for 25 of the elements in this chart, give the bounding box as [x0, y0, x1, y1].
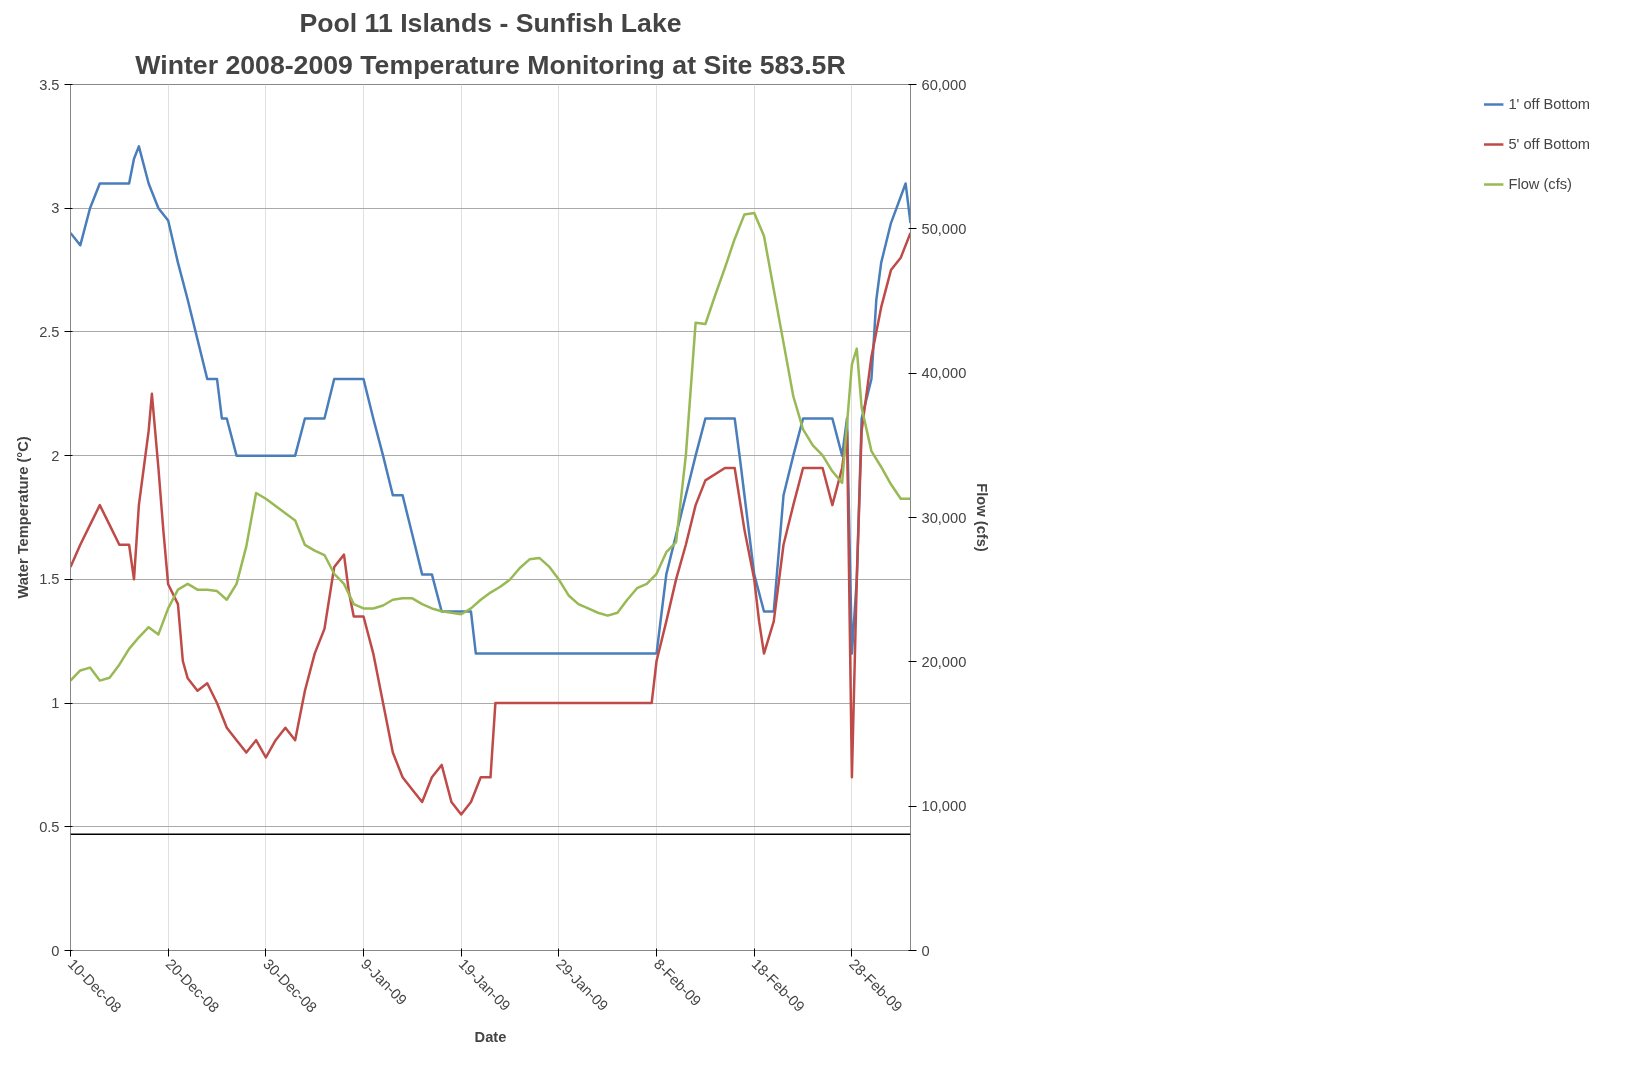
y-tick-label: 3.5 [39, 76, 60, 93]
y2-tick-label: 20,000 [921, 653, 967, 670]
y-tick-label: 1 [51, 695, 60, 712]
line-series [70, 231, 911, 816]
x-axis-title: Date [474, 1029, 507, 1046]
y-axis-title: Water Temperature (°C) [15, 436, 32, 599]
y-tick-label: 0 [51, 942, 60, 959]
legend-label: Flow (cfs) [1508, 176, 1572, 192]
line-series [70, 211, 911, 682]
y-tick-label: 2.5 [39, 323, 60, 340]
y2-tick-label: 0 [921, 942, 930, 959]
y2-tick-label: 60,000 [921, 76, 967, 93]
y-tick-label: 3 [51, 200, 60, 217]
y2-axis-title: Flow (cfs) [974, 483, 991, 552]
y-tick-label: 0.5 [39, 818, 60, 835]
y2-tick-label: 40,000 [921, 365, 967, 382]
legend-label: 1' off Bottom [1508, 96, 1590, 112]
chart-subtitle: Winter 2008-2009 Temperature Monitoring at Site 583.5R [135, 49, 846, 80]
y2-tick-label: 50,000 [921, 220, 967, 237]
y2-tick-label: 30,000 [921, 509, 967, 526]
y-tick-label: 1.5 [39, 571, 60, 588]
legend-label: 5' off Bottom [1508, 136, 1590, 152]
y2-tick-label: 10,000 [921, 798, 967, 815]
y-tick-label: 2 [51, 447, 60, 464]
chart-title: Pool 11 Islands - Sunfish Lake [299, 7, 682, 38]
